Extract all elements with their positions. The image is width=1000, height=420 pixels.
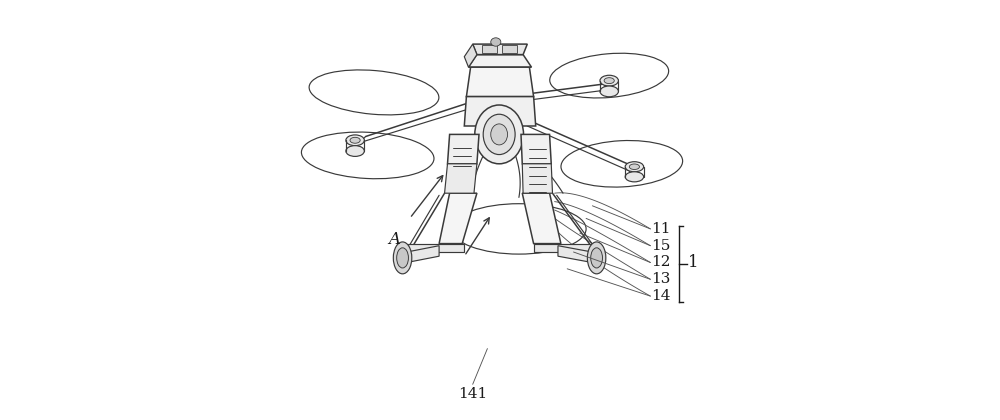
Ellipse shape: [346, 135, 364, 146]
Text: A: A: [388, 231, 400, 248]
Polygon shape: [522, 193, 561, 244]
Ellipse shape: [604, 78, 614, 84]
Ellipse shape: [397, 248, 408, 268]
Polygon shape: [558, 246, 597, 263]
FancyBboxPatch shape: [482, 45, 497, 52]
Polygon shape: [464, 97, 536, 126]
Ellipse shape: [483, 114, 515, 155]
Text: 1: 1: [688, 254, 699, 271]
Polygon shape: [468, 55, 532, 67]
Text: 11: 11: [651, 222, 671, 236]
Polygon shape: [445, 164, 477, 193]
Polygon shape: [522, 164, 552, 193]
Text: 15: 15: [651, 239, 671, 253]
Ellipse shape: [491, 38, 501, 46]
Ellipse shape: [625, 162, 644, 172]
Text: 13: 13: [651, 272, 671, 286]
Ellipse shape: [629, 164, 639, 170]
Ellipse shape: [587, 242, 606, 274]
Ellipse shape: [600, 86, 618, 97]
Ellipse shape: [346, 146, 364, 156]
Ellipse shape: [600, 75, 618, 86]
Ellipse shape: [491, 124, 508, 145]
Text: 12: 12: [651, 255, 671, 270]
Polygon shape: [473, 44, 527, 55]
Ellipse shape: [591, 248, 602, 268]
Polygon shape: [534, 244, 599, 252]
Polygon shape: [448, 134, 479, 164]
Ellipse shape: [350, 137, 360, 143]
Ellipse shape: [475, 105, 524, 164]
Polygon shape: [464, 44, 477, 67]
Polygon shape: [466, 67, 534, 97]
Text: 141: 141: [458, 387, 487, 401]
FancyBboxPatch shape: [502, 45, 517, 52]
Polygon shape: [439, 193, 477, 244]
Polygon shape: [521, 134, 551, 164]
Polygon shape: [403, 246, 439, 263]
Ellipse shape: [393, 242, 412, 274]
Text: 14: 14: [651, 289, 671, 303]
Polygon shape: [408, 244, 464, 252]
Ellipse shape: [625, 172, 644, 182]
